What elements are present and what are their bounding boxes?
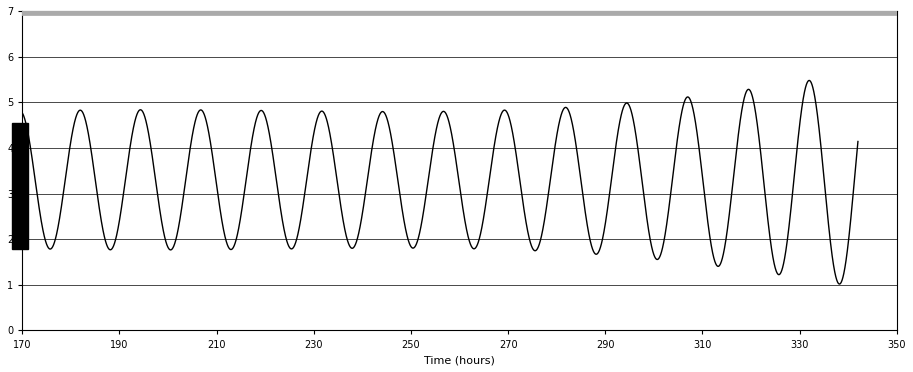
X-axis label: Time (hours): Time (hours) (424, 355, 495, 365)
